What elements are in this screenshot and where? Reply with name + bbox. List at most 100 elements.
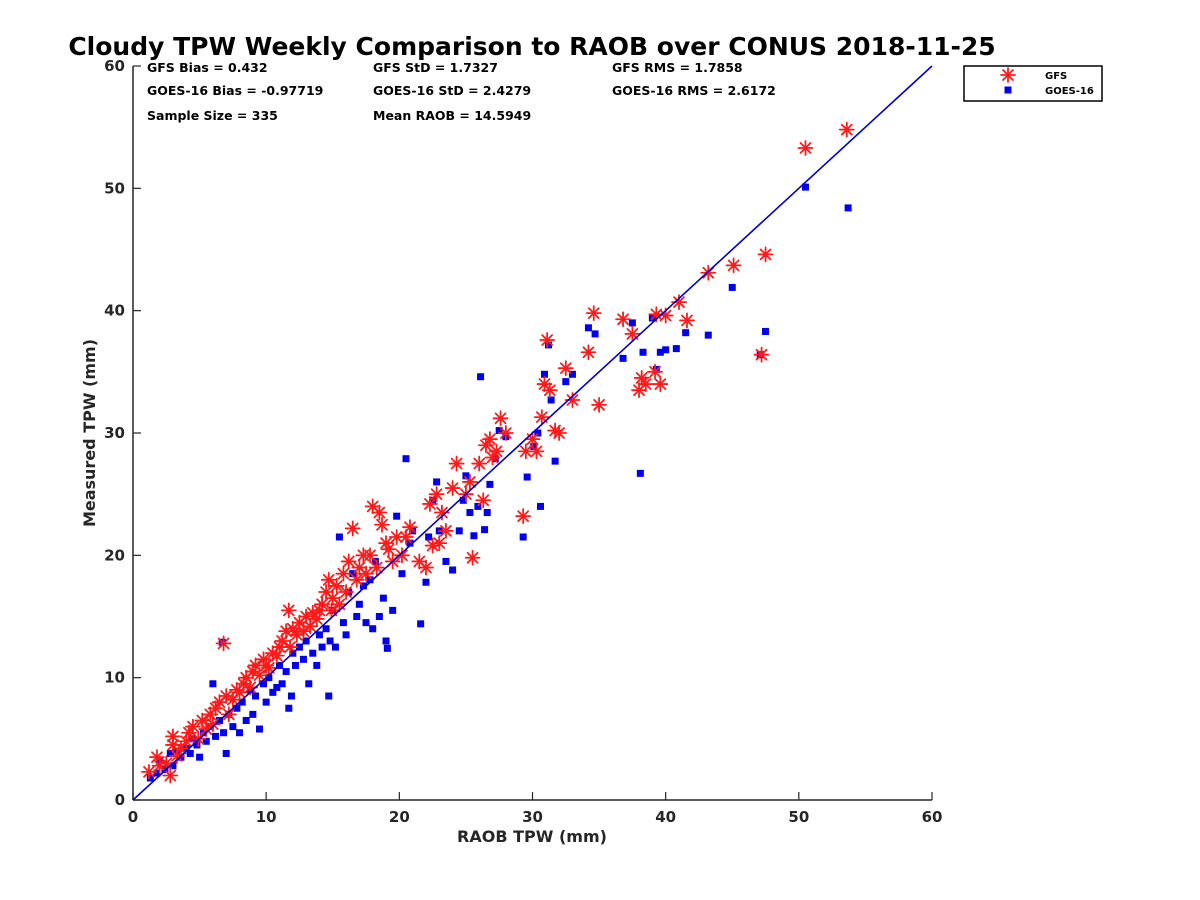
legend-box [963, 65, 1103, 102]
gfs-point [524, 431, 541, 448]
goes16-point [349, 570, 357, 578]
gfs-point [488, 443, 505, 460]
goes16-point [417, 620, 425, 628]
gfs-point [431, 535, 448, 551]
gfs-point [462, 474, 478, 490]
goes-bias-stat: GOES-16 Bias = -0.97719 [147, 83, 323, 98]
goes16-point [315, 631, 323, 639]
goes16-point [166, 750, 174, 758]
gfs-point [338, 584, 354, 600]
goes16-point [322, 625, 330, 633]
legend-gfs-asterisk [1000, 67, 1016, 83]
goes16-point [449, 566, 457, 574]
gfs-point [162, 767, 179, 784]
gfs-point [320, 571, 337, 588]
x-tick-label: 20 [389, 808, 410, 826]
gfs-point [438, 522, 454, 539]
goes16-point [249, 710, 257, 718]
goes16-point [260, 680, 268, 688]
gfs-point [539, 332, 556, 348]
goes16-point [369, 625, 377, 633]
gfs-point [328, 578, 345, 594]
gfs-point [204, 716, 221, 733]
goes16-point [262, 698, 270, 706]
sample-size-stat: Sample Size = 335 [147, 108, 278, 123]
gfs-point [220, 706, 237, 723]
goes16-point [483, 509, 491, 517]
goes16-point [355, 600, 363, 608]
plot-area: 0 10 20 30 40 50 60 0 10 20 30 40 50 60 [104, 57, 942, 826]
goes16-point [242, 716, 250, 724]
gfs-point [302, 618, 319, 635]
gfs-point [141, 763, 157, 780]
goes16-point [177, 753, 185, 761]
gfs-point [444, 480, 461, 496]
goes16-point [568, 370, 576, 378]
gfs-std-stat: GFS StD = 1.7327 [373, 60, 498, 75]
goes16-point [551, 457, 559, 465]
goes16-point [375, 613, 383, 620]
goes16-point [486, 480, 494, 488]
gfs-point [323, 602, 340, 619]
y-tick-label: 60 [104, 57, 125, 75]
gfs-point [335, 565, 352, 582]
y-tick-label: 50 [104, 179, 125, 197]
gfs-point [585, 305, 602, 322]
goes16-point [161, 765, 169, 773]
gfs-point [757, 246, 774, 263]
goes16-point [339, 619, 347, 627]
goes16-point [305, 680, 313, 688]
goes16-point [287, 692, 295, 700]
gfs-point [547, 422, 564, 439]
gfs-point [631, 382, 647, 399]
legend-goes-marker [1004, 86, 1012, 94]
goes16-point [146, 774, 154, 782]
goes16-point [656, 348, 664, 356]
goes16-point [269, 688, 277, 696]
goes-rms-stat: GOES-16 RMS = 2.6172 [612, 83, 776, 98]
goes16-point [220, 729, 228, 737]
gfs-point [471, 455, 488, 472]
chart-title: Cloudy TPW Weekly Comparison to RAOB ove… [68, 32, 995, 61]
x-tick-label: 10 [256, 808, 277, 826]
gfs-point [591, 396, 607, 413]
goes16-point [285, 704, 293, 712]
gfs-point [492, 410, 509, 427]
gfs-point [528, 443, 545, 460]
goes16-point [801, 183, 809, 191]
gfs-point [260, 659, 277, 676]
goes16-point [353, 613, 361, 620]
gfs-point [348, 571, 365, 588]
goes16-point [362, 619, 370, 627]
goes16-point [662, 346, 670, 354]
goes16-point [186, 750, 194, 758]
goes16-point [628, 319, 636, 327]
gfs-point [797, 140, 814, 156]
goes-std-stat: GOES-16 StD = 2.4279 [373, 83, 531, 98]
y-tick-label: 0 [115, 791, 125, 809]
gfs-point [362, 547, 378, 564]
gfs-point [158, 755, 175, 772]
goes16-point [540, 370, 548, 378]
y-tick-label: 30 [104, 424, 125, 442]
goes16-point [383, 644, 391, 652]
gfs-point [464, 549, 481, 566]
goes16-point [536, 502, 544, 510]
goes16-point [371, 557, 379, 565]
goes16-point [672, 345, 680, 353]
one-to-one-line [132, 65, 933, 801]
y-tick-label: 10 [104, 669, 125, 687]
goes16-point [455, 527, 463, 535]
x-tick-label: 30 [522, 808, 543, 826]
goes16-point [282, 668, 290, 676]
goes16-point [495, 427, 503, 435]
goes16-point [379, 594, 387, 602]
goes16-point [544, 341, 552, 349]
gfs-point [637, 376, 654, 392]
goes16-point [398, 570, 406, 578]
goes16-point [382, 637, 390, 645]
legend-goes-label: GOES-16 [1045, 86, 1094, 97]
goes16-point [233, 704, 241, 712]
goes16-point [425, 533, 433, 541]
goes16-series [146, 183, 852, 782]
